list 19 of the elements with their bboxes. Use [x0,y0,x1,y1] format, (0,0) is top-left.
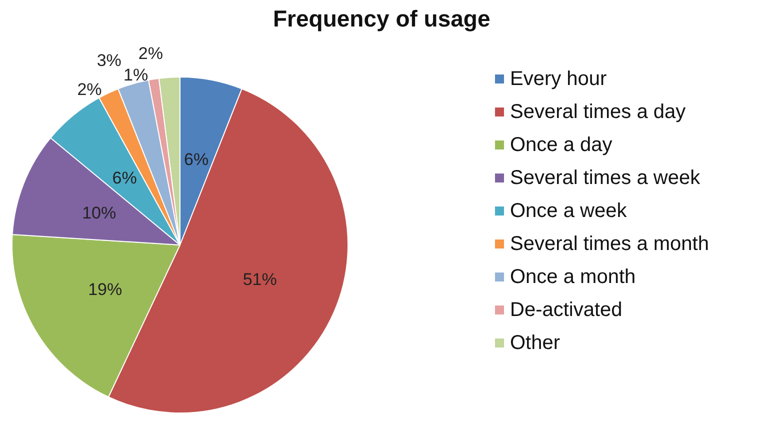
data-label: 10% [82,203,116,222]
legend-label: Other [510,332,560,354]
legend-label: Once a day [510,134,612,156]
chart-title: Frequency of usage [273,6,490,32]
data-label: 2% [77,80,102,99]
legend-label: Several times a day [510,101,686,123]
data-label: 6% [112,168,137,188]
legend-label: Several times a week [510,167,702,189]
legend-label: Once a week [510,200,628,222]
data-label: 2% [138,44,163,63]
legend-label: Once a month [510,266,636,288]
data-label: 1% [124,66,148,85]
data-label: 51% [242,270,277,290]
legend-label: Several times a month [510,233,709,255]
legend-label: Every hour [510,68,608,90]
data-label: 19% [88,280,122,299]
data-label: 6% [184,150,209,170]
data-label: 3% [96,51,122,70]
legend-label: De-activated [510,299,622,321]
